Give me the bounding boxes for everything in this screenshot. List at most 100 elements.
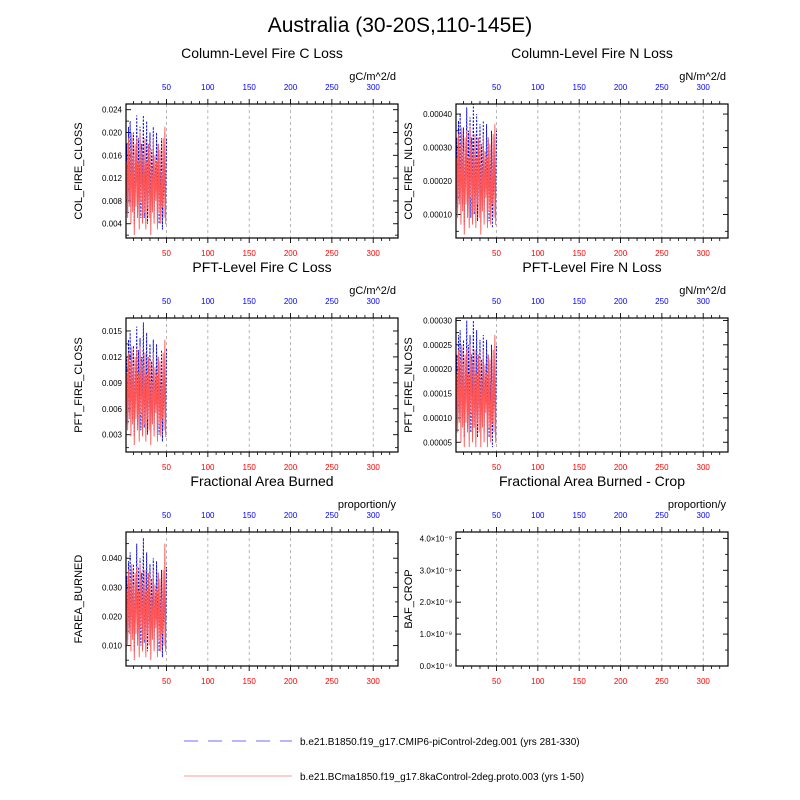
y-tick-label: 0.008 — [102, 197, 123, 206]
y-tick-label: 0.00010 — [423, 211, 452, 220]
x-tick-label-bottom: 300 — [367, 677, 381, 686]
x-tick-label-top: 250 — [325, 297, 339, 306]
x-tick-label-bottom: 200 — [284, 249, 298, 258]
x-tick-label-top: 200 — [614, 83, 628, 92]
y-axis-label: COL_FIRE_NLOSS — [403, 122, 415, 219]
x-tick-label-bottom: 150 — [573, 463, 587, 472]
y-axis-label: BAF_CROP — [403, 569, 415, 628]
x-tick-label-bottom: 100 — [201, 677, 215, 686]
y-tick-label: 3.0×10⁻⁹ — [420, 566, 452, 575]
chart-title: Column-Level Fire N Loss — [511, 45, 673, 61]
x-tick-label-bottom: 50 — [162, 249, 171, 258]
x-tick-label-top: 150 — [573, 297, 587, 306]
y-tick-label: 0.00030 — [423, 316, 452, 325]
x-tick-label-top: 300 — [697, 297, 711, 306]
x-tick-label-top: 250 — [655, 511, 669, 520]
x-tick-label-bottom: 50 — [492, 677, 501, 686]
x-tick-label-bottom: 250 — [325, 677, 339, 686]
x-tick-label-bottom: 50 — [162, 677, 171, 686]
x-tick-label-bottom: 150 — [573, 677, 587, 686]
x-tick-label-top: 250 — [655, 297, 669, 306]
x-tick-label-top: 300 — [697, 83, 711, 92]
series-line-red — [125, 339, 167, 446]
y-tick-label: 0.00030 — [423, 144, 452, 153]
x-tick-label-top: 150 — [243, 297, 257, 306]
y-tick-label: 0.00010 — [423, 414, 452, 423]
x-tick-label-top: 150 — [243, 83, 257, 92]
x-tick-label-bottom: 100 — [531, 463, 545, 472]
x-tick-label-bottom: 300 — [367, 249, 381, 258]
legend: b.e21.B1850.f19_g17.CMIP6-piControl-2deg… — [184, 737, 584, 783]
y-tick-label: 0.020 — [102, 129, 123, 138]
chart-panel-6: Fractional Area Burned - Crop proportion/… — [403, 473, 729, 686]
x-tick-label-top: 250 — [325, 511, 339, 520]
x-tick-label-bottom: 300 — [697, 677, 711, 686]
x-tick-label-top: 200 — [614, 297, 628, 306]
x-tick-label-bottom: 250 — [325, 463, 339, 472]
x-tick-label-bottom: 200 — [614, 249, 628, 258]
y-tick-label: 0.015 — [102, 327, 123, 336]
x-tick-label-bottom: 250 — [655, 677, 669, 686]
x-tick-label-bottom: 50 — [492, 463, 501, 472]
x-tick-label-bottom: 300 — [697, 463, 711, 472]
x-tick-label-bottom: 100 — [201, 463, 215, 472]
chart-panel-5: Fractional Area Burned proportion/y 50 50 10… — [73, 473, 399, 686]
y-tick-label: 0.012 — [102, 353, 123, 362]
y-tick-label: 0.004 — [102, 220, 123, 229]
y-tick-label: 4.0×10⁻⁹ — [420, 534, 452, 543]
x-tick-label-bottom: 150 — [243, 463, 257, 472]
y-tick-label: 0.00025 — [423, 341, 452, 350]
plot-frame — [125, 531, 399, 667]
plot-frame — [125, 103, 399, 239]
x-tick-label-top: 250 — [655, 83, 669, 92]
x-tick-label-top: 50 — [492, 83, 501, 92]
x-tick-label-top: 300 — [367, 297, 381, 306]
x-tick-label-bottom: 200 — [614, 463, 628, 472]
x-tick-label-top: 150 — [573, 83, 587, 92]
chart-title: Fractional Area Burned - Crop — [499, 473, 685, 489]
x-tick-label-bottom: 200 — [284, 463, 298, 472]
x-tick-label-top: 100 — [201, 297, 215, 306]
chart-title: Fractional Area Burned — [190, 473, 333, 489]
x-tick-label-top: 100 — [201, 511, 215, 520]
x-tick-label-top: 200 — [284, 297, 298, 306]
x-tick-label-bottom: 200 — [614, 677, 628, 686]
x-tick-label-bottom: 150 — [243, 249, 257, 258]
series-line-red — [125, 543, 167, 661]
x-tick-label-top: 100 — [531, 83, 545, 92]
series-line-red — [125, 126, 167, 236]
units-label: gN/m^2/d — [679, 285, 726, 297]
x-tick-label-top: 100 — [531, 511, 545, 520]
x-tick-label-bottom: 250 — [655, 463, 669, 472]
x-tick-label-top: 300 — [367, 83, 381, 92]
y-axis-label: FAREA_BURNED — [73, 555, 85, 644]
x-tick-label-top: 250 — [325, 83, 339, 92]
chart-panel-3: PFT-Level Fire C Loss gC/m^2/d 50 50 100 100 1… — [73, 259, 399, 472]
x-tick-label-top: 150 — [573, 511, 587, 520]
y-tick-label: 0.00020 — [423, 177, 452, 186]
series-line-red — [455, 335, 497, 448]
y-tick-label: 0.003 — [102, 431, 123, 440]
x-tick-label-top: 100 — [531, 297, 545, 306]
plot-frame — [125, 317, 399, 453]
y-axis-label: PFT_FIRE_CLOSS — [73, 337, 85, 432]
x-tick-label-bottom: 300 — [697, 249, 711, 258]
units-label: gC/m^2/d — [349, 71, 396, 83]
y-tick-label: 0.016 — [102, 151, 123, 160]
panels: Column-Level Fire C Loss gC/m^2/d 50 50 100 1… — [73, 45, 729, 686]
y-tick-label: 0.010 — [102, 642, 123, 651]
x-tick-label-bottom: 100 — [531, 249, 545, 258]
plot-frame — [455, 531, 729, 667]
chart-title: PFT-Level Fire C Loss — [192, 259, 331, 275]
y-axis-label: PFT_FIRE_NLOSS — [403, 337, 415, 432]
x-tick-label-bottom: 250 — [325, 249, 339, 258]
chart-panel-2: Column-Level Fire N Loss gN/m^2/d 50 50 100 1… — [403, 45, 729, 258]
x-tick-label-bottom: 100 — [201, 249, 215, 258]
y-tick-label: 0.030 — [102, 583, 123, 592]
y-tick-label: 0.00040 — [423, 110, 452, 119]
x-tick-label-top: 50 — [492, 297, 501, 306]
x-tick-label-bottom: 300 — [367, 463, 381, 472]
x-tick-label-top: 200 — [284, 511, 298, 520]
y-axis-label: COL_FIRE_CLOSS — [73, 122, 85, 219]
